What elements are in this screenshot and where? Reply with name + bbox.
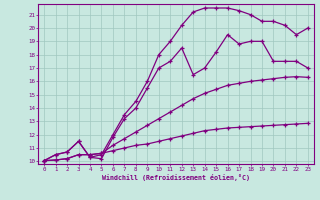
X-axis label: Windchill (Refroidissement éolien,°C): Windchill (Refroidissement éolien,°C) xyxy=(102,174,250,181)
